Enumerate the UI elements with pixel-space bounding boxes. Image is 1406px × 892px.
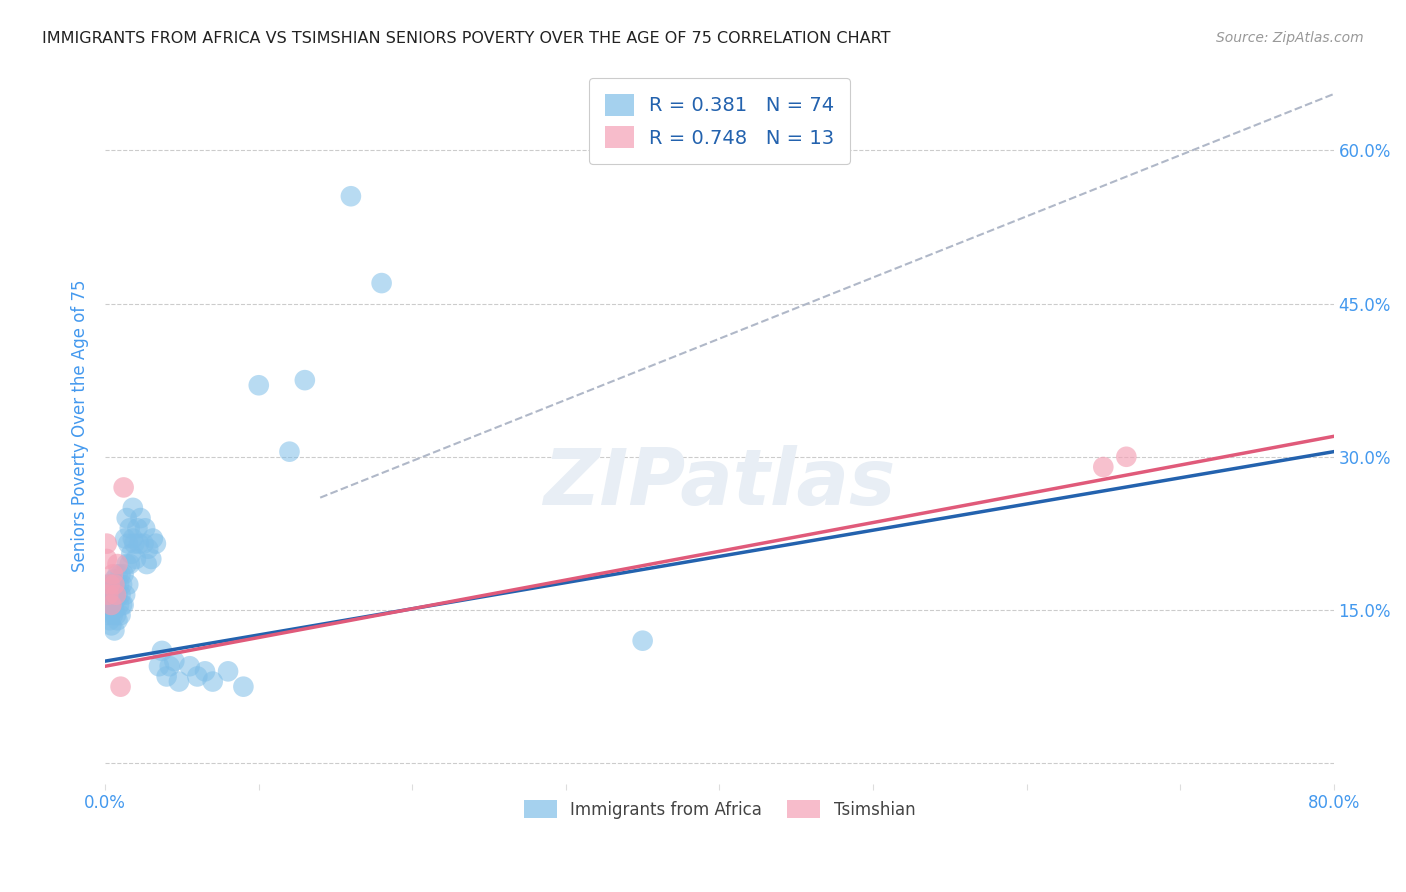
Text: IMMIGRANTS FROM AFRICA VS TSIMSHIAN SENIORS POVERTY OVER THE AGE OF 75 CORRELATI: IMMIGRANTS FROM AFRICA VS TSIMSHIAN SENI… — [42, 31, 890, 46]
Point — [110, 680, 132, 694]
Point — [115, 557, 138, 571]
Point — [97, 588, 120, 602]
Point — [96, 536, 118, 550]
Point — [217, 665, 239, 679]
Point — [631, 633, 654, 648]
Point — [101, 608, 124, 623]
Point — [111, 598, 134, 612]
Point — [98, 577, 121, 591]
Point — [103, 573, 125, 587]
Point — [120, 547, 142, 561]
Point — [98, 613, 121, 627]
Point — [96, 608, 118, 623]
Point — [107, 588, 129, 602]
Point — [108, 577, 131, 591]
Point — [112, 567, 135, 582]
Point — [100, 582, 122, 597]
Point — [104, 592, 127, 607]
Point — [201, 674, 224, 689]
Point — [118, 557, 141, 571]
Point — [125, 552, 148, 566]
Point — [103, 588, 125, 602]
Legend: Immigrants from Africa, Tsimshian: Immigrants from Africa, Tsimshian — [517, 794, 922, 825]
Point — [100, 598, 122, 612]
Point — [156, 669, 179, 683]
Point — [167, 674, 190, 689]
Point — [128, 536, 150, 550]
Point — [101, 588, 124, 602]
Point — [1092, 460, 1115, 475]
Point — [97, 588, 120, 602]
Point — [107, 557, 129, 571]
Point — [103, 577, 125, 591]
Point — [101, 567, 124, 582]
Point — [108, 598, 131, 612]
Point — [129, 511, 152, 525]
Point — [118, 521, 141, 535]
Point — [179, 659, 201, 673]
Point — [124, 536, 146, 550]
Point — [114, 588, 136, 602]
Point — [117, 536, 139, 550]
Point — [142, 532, 165, 546]
Y-axis label: Seniors Poverty Over the Age of 75: Seniors Poverty Over the Age of 75 — [72, 280, 89, 573]
Point — [136, 541, 159, 556]
Point — [96, 598, 118, 612]
Point — [110, 567, 132, 582]
Point — [159, 659, 181, 673]
Point — [114, 532, 136, 546]
Point — [107, 567, 129, 582]
Text: ZIPatlas: ZIPatlas — [543, 445, 896, 521]
Point — [97, 603, 120, 617]
Point — [127, 521, 149, 535]
Point — [370, 276, 392, 290]
Point — [134, 521, 156, 535]
Point — [132, 536, 155, 550]
Point — [112, 480, 135, 494]
Point — [96, 552, 118, 566]
Point — [278, 444, 301, 458]
Point — [107, 613, 129, 627]
Point — [141, 552, 163, 566]
Point — [163, 654, 186, 668]
Point — [186, 669, 208, 683]
Point — [121, 500, 143, 515]
Point — [294, 373, 316, 387]
Point — [194, 665, 217, 679]
Point — [117, 577, 139, 591]
Point — [340, 189, 363, 203]
Point — [100, 598, 122, 612]
Point — [104, 608, 127, 623]
Point — [98, 577, 121, 591]
Point — [101, 577, 124, 591]
Point — [148, 659, 170, 673]
Point — [103, 603, 125, 617]
Point — [115, 511, 138, 525]
Point — [98, 592, 121, 607]
Text: Source: ZipAtlas.com: Source: ZipAtlas.com — [1216, 31, 1364, 45]
Point — [103, 624, 125, 638]
Point — [232, 680, 254, 694]
Point — [1115, 450, 1137, 464]
Point — [150, 644, 173, 658]
Point — [100, 618, 122, 632]
Point — [97, 577, 120, 591]
Point — [110, 608, 132, 623]
Point — [110, 588, 132, 602]
Point — [104, 588, 127, 602]
Point — [145, 536, 167, 550]
Point — [121, 532, 143, 546]
Point — [112, 598, 135, 612]
Point — [104, 577, 127, 591]
Point — [111, 577, 134, 591]
Point — [247, 378, 270, 392]
Point — [135, 557, 157, 571]
